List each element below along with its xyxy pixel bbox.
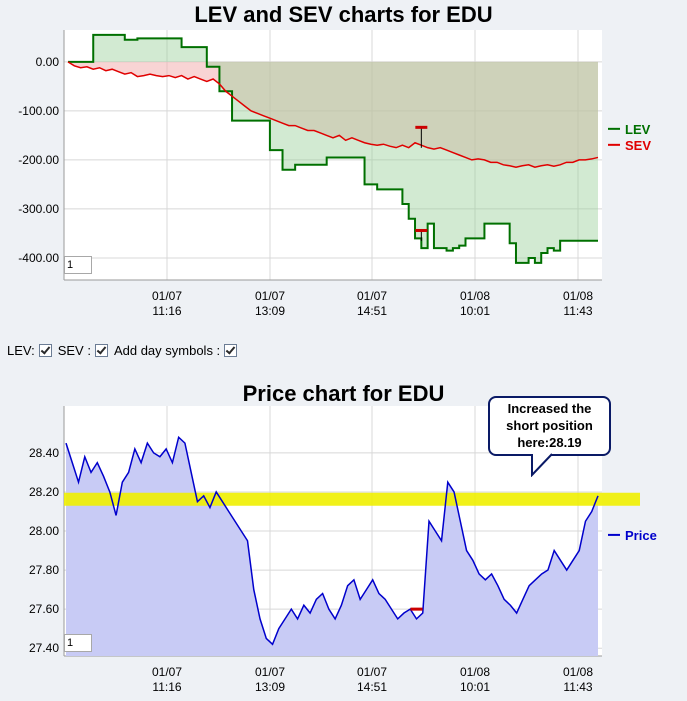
- x-tick-date: 01/07: [357, 289, 387, 303]
- x-tick-label: 01/07 14:51: [357, 289, 387, 318]
- x-tick-date: 01/08: [563, 289, 593, 303]
- y-tick-label: 28.00: [29, 524, 59, 538]
- y-tick-label: -200.00: [18, 153, 59, 167]
- lev-area: [68, 34, 598, 263]
- x-tick-time: 11:16: [152, 304, 181, 318]
- x-tick-label: 01/07 13:09: [255, 289, 285, 318]
- callout-box: Increased the short position here:28.19: [488, 396, 611, 456]
- day-symbols-label: Add day symbols :: [113, 343, 221, 358]
- x-tick-label: 01/07 13:09: [255, 665, 285, 694]
- x-tick-label: 01/07 11:16: [152, 665, 182, 694]
- x-tick-date: 01/07: [255, 289, 285, 303]
- sev-line: [67, 61, 599, 169]
- lev-line: [68, 33, 598, 264]
- lev-sev-zoom-input[interactable]: 1: [64, 256, 92, 274]
- price-chart-title: Price chart for EDU: [242, 381, 445, 406]
- callout-text: Increased the short position here:28.19: [506, 401, 593, 450]
- y-tick-label: 27.80: [29, 563, 59, 577]
- y-tick-label: -300.00: [18, 202, 59, 216]
- y-tick-label: 28.40: [29, 446, 59, 460]
- y-tick-label: -100.00: [18, 104, 59, 118]
- x-tick-time: 10:01: [460, 680, 490, 694]
- x-tick-date: 01/08: [460, 289, 490, 303]
- lev-label: LEV:: [7, 343, 35, 358]
- y-tick-label: 28.20: [29, 485, 59, 499]
- x-tick-label: 01/08 11:43: [563, 289, 593, 318]
- x-tick-time: 11:16: [152, 680, 181, 694]
- x-tick-time: 10:01: [460, 304, 490, 318]
- y-tick-label: -400.00: [18, 251, 59, 265]
- x-tick-time: 14:51: [357, 304, 387, 318]
- legend-lev-label: LEV: [625, 122, 651, 137]
- x-tick-label: 01/08 11:43: [563, 665, 593, 694]
- sev-label: SEV :: [57, 343, 91, 358]
- x-tick-time: 14:51: [357, 680, 387, 694]
- y-tick-label: 27.40: [29, 641, 59, 655]
- x-tick-time: 13:09: [255, 304, 285, 318]
- lev-event-marker: [415, 228, 428, 232]
- legend-price-label: Price: [625, 528, 657, 543]
- x-tick-time: 11:43: [563, 680, 592, 694]
- lev-checkbox[interactable]: [38, 344, 52, 357]
- sev-event-marker: [415, 125, 428, 129]
- price-area: [66, 437, 598, 656]
- y-tick-label: 27.60: [29, 602, 59, 616]
- lev-sev-chart-title: LEV and SEV charts for EDU: [194, 2, 493, 27]
- price-line: [65, 435, 599, 646]
- x-tick-label: 01/08 10:01: [460, 289, 490, 318]
- x-tick-date: 01/08: [460, 665, 490, 679]
- sev-area: [68, 61, 598, 168]
- price-highlight-band: [64, 492, 640, 506]
- y-tick-label: 0.00: [36, 55, 60, 69]
- x-tick-label: 01/07 14:51: [357, 665, 387, 694]
- price-zoom-input[interactable]: 1: [64, 634, 92, 652]
- x-tick-date: 01/07: [255, 665, 285, 679]
- callout-pointer: [531, 453, 553, 477]
- x-tick-date: 01/07: [152, 665, 182, 679]
- legend-sev-label: SEV: [625, 138, 651, 153]
- x-tick-label: 01/07 11:16: [152, 289, 182, 318]
- x-tick-date: 01/07: [152, 289, 182, 303]
- x-tick-date: 01/07: [357, 665, 387, 679]
- x-tick-time: 13:09: [255, 680, 285, 694]
- x-tick-time: 11:43: [563, 304, 592, 318]
- day-symbols-checkbox[interactable]: [224, 344, 238, 357]
- x-tick-label: 01/08 10:01: [460, 665, 490, 694]
- sev-checkbox[interactable]: [94, 344, 108, 357]
- x-tick-date: 01/08: [563, 665, 593, 679]
- price-event-marker: [410, 607, 423, 611]
- chart-controls: LEV: SEV : Add day symbols :: [7, 343, 239, 358]
